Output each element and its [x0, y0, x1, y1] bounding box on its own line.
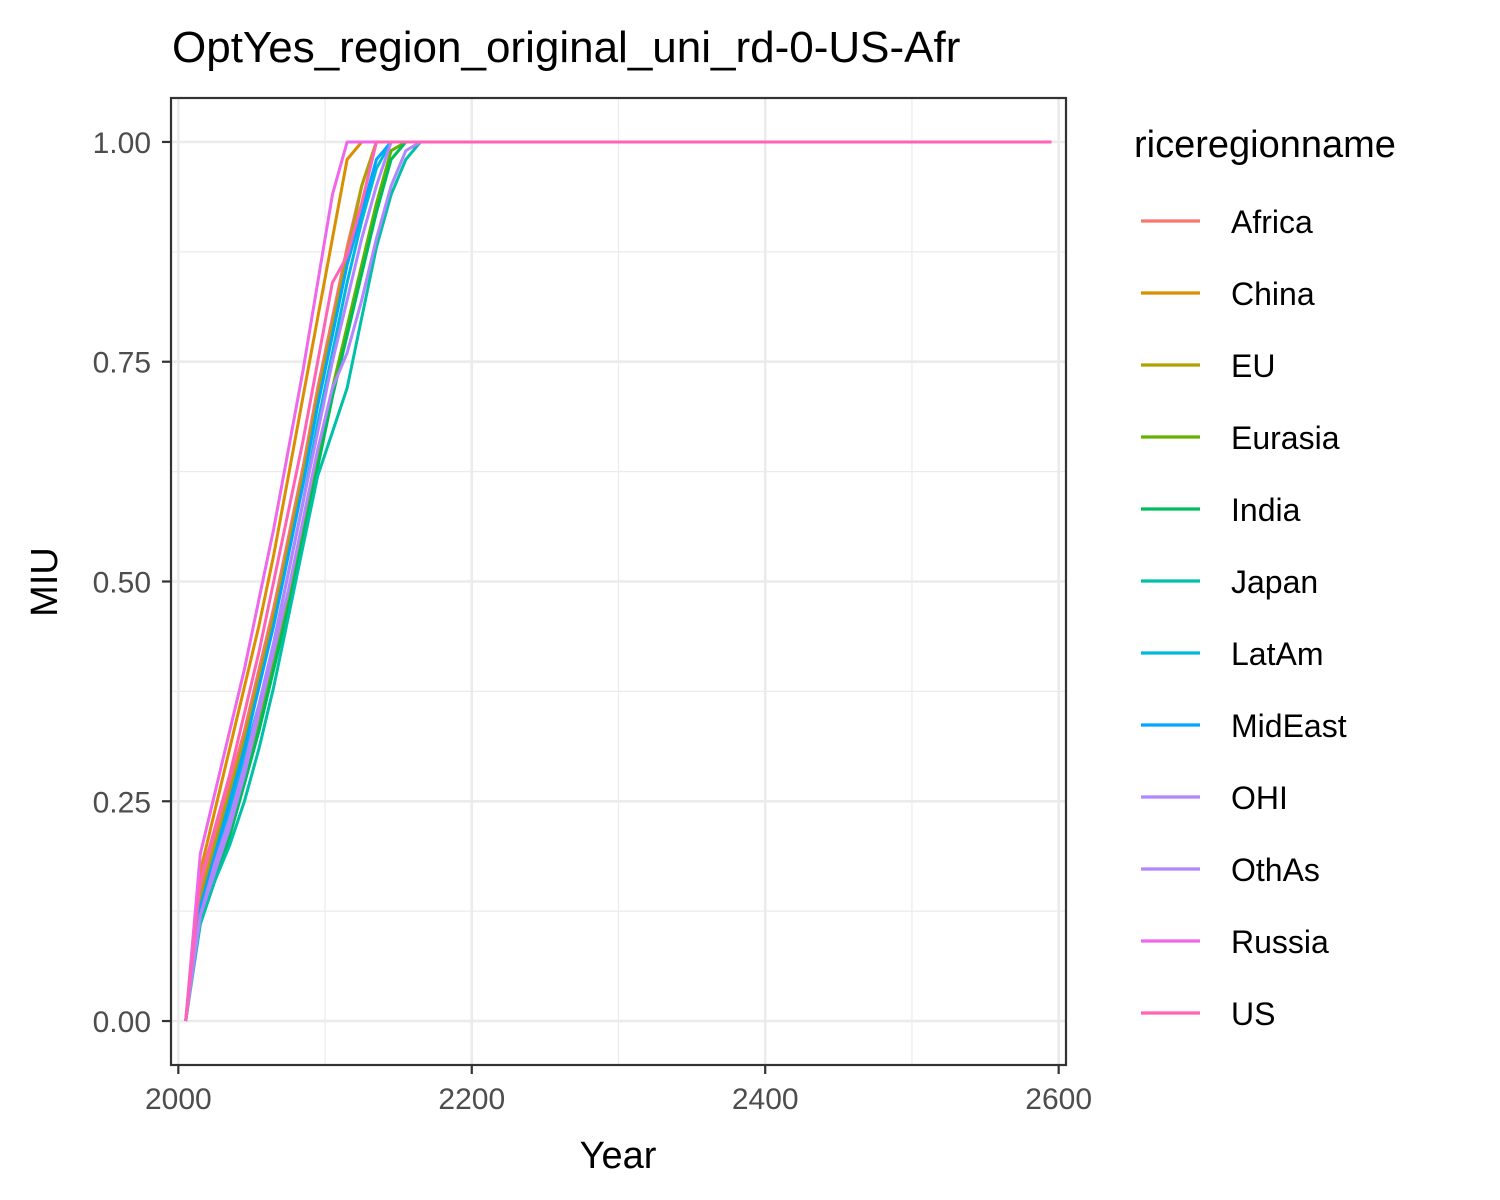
y-axis-title: MIU	[24, 547, 66, 617]
legend-label: MidEast	[1231, 708, 1347, 744]
legend-label: Russia	[1231, 924, 1329, 960]
y-tick-label: 0.25	[93, 786, 151, 819]
legend-item-mideast: MidEast	[1141, 708, 1347, 744]
series-line-japan	[184, 140, 1052, 1022]
y-tick-label: 0.50	[93, 567, 151, 600]
y-tick-label: 1.00	[93, 127, 151, 160]
x-tick-label: 2600	[1025, 1083, 1092, 1116]
series-line-russia	[184, 140, 1052, 1022]
legend-item-ohi: OHI	[1141, 780, 1288, 816]
chart-title: OptYes_region_original_uni_rd-0-US-Afr	[172, 23, 960, 72]
legend-item-us: US	[1141, 996, 1275, 1032]
x-axis-title: Year	[580, 1135, 657, 1177]
legend-item-africa: Africa	[1141, 204, 1313, 240]
legend-label: Eurasia	[1231, 420, 1340, 456]
x-tick-label: 2200	[438, 1083, 505, 1116]
series-lines	[184, 140, 1052, 1022]
legend-label: US	[1231, 996, 1275, 1032]
legend-label: China	[1231, 276, 1315, 312]
legend-item-russia: Russia	[1141, 924, 1329, 960]
legend-label: India	[1231, 492, 1301, 528]
legend-title: riceregionname	[1134, 124, 1396, 166]
series-line-ohi	[184, 140, 1052, 1022]
legend-label: LatAm	[1231, 636, 1323, 672]
legend-item-othas: OthAs	[1141, 852, 1320, 888]
legend-item-japan: Japan	[1141, 564, 1318, 600]
axes: 2000 2200 2400 2600 0.00 0.25 0.50 0.75 1.00	[93, 127, 1092, 1116]
legend-item-china: China	[1141, 276, 1315, 312]
legend-label: Africa	[1231, 204, 1313, 240]
legend-item-eurasia: Eurasia	[1141, 420, 1340, 456]
y-tick-label: 0.75	[93, 347, 151, 380]
series-line-india	[184, 140, 1052, 1022]
x-tick-label: 2400	[732, 1083, 799, 1116]
legend-item-india: India	[1141, 492, 1301, 528]
series-line-othas	[184, 140, 1052, 1022]
y-tick-label: 0.00	[93, 1006, 151, 1039]
series-line-mideast	[184, 140, 1052, 1022]
series-line-us	[184, 140, 1052, 1022]
legend-label: Japan	[1231, 564, 1318, 600]
legend-label: EU	[1231, 348, 1275, 384]
legend-item-eu: EU	[1141, 348, 1275, 384]
legend-item-latam: LatAm	[1141, 636, 1323, 672]
grid	[171, 98, 1066, 1065]
x-tick-label: 2000	[145, 1083, 212, 1116]
legend-label: OthAs	[1231, 852, 1320, 888]
legend: riceregionname Africa China EU Eurasia India…	[1134, 124, 1396, 1032]
series-line-china	[184, 140, 1052, 1022]
legend-label: OHI	[1231, 780, 1288, 816]
